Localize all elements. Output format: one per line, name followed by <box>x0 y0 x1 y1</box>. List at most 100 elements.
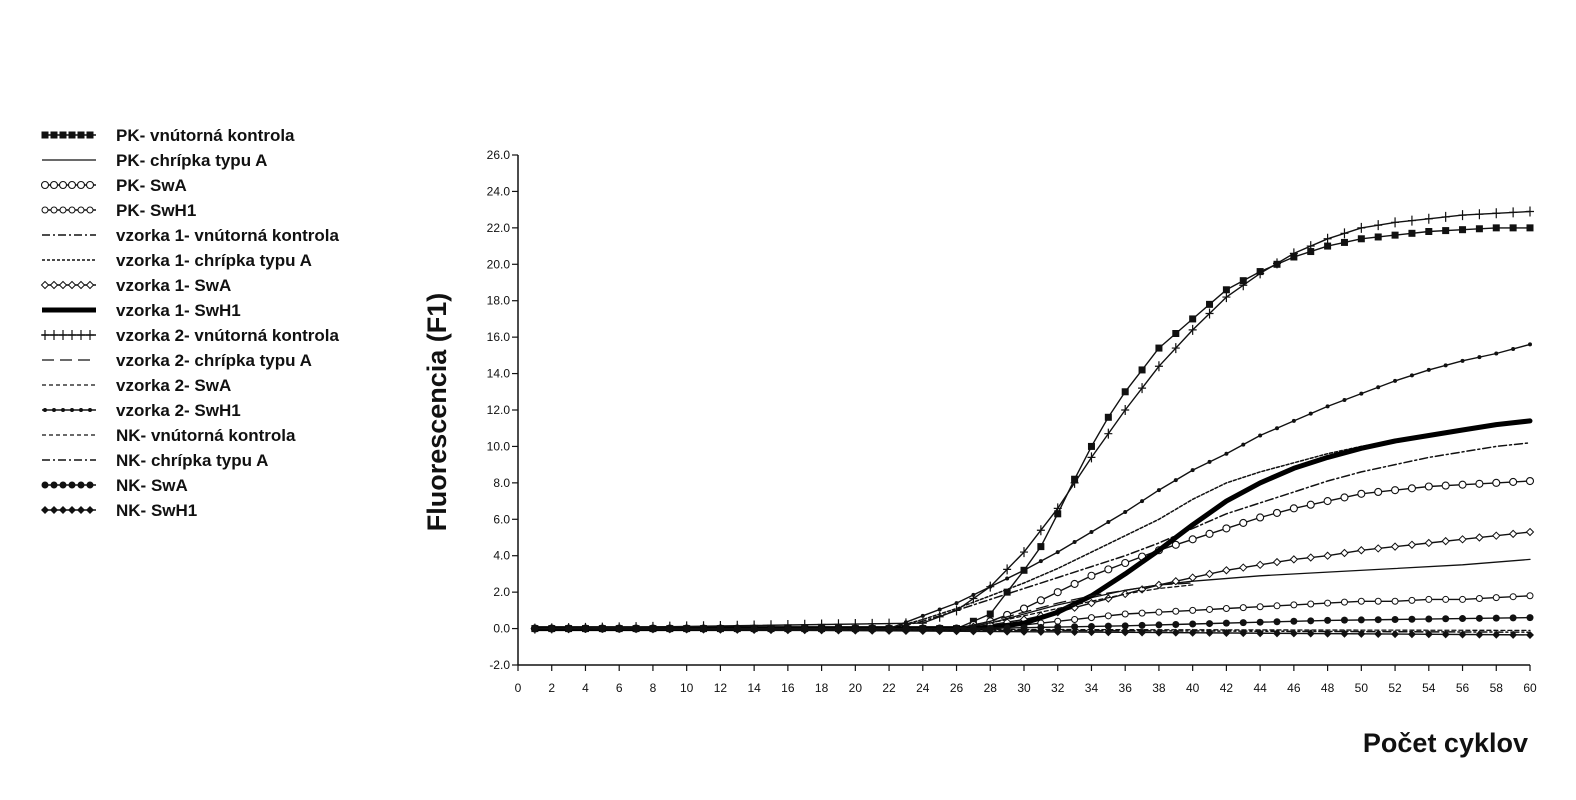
data-point <box>1258 433 1263 438</box>
data-point <box>79 408 83 412</box>
data-point <box>1072 540 1077 545</box>
data-point <box>1325 404 1330 409</box>
data-point <box>834 626 843 635</box>
data-point <box>41 481 49 489</box>
legend-label: vzorka 1- vnútorná kontrola <box>116 226 339 245</box>
data-point <box>1121 622 1129 630</box>
data-point <box>59 131 67 139</box>
data-point <box>1020 627 1028 636</box>
x-tick-label: 52 <box>1388 681 1402 695</box>
data-point <box>1307 600 1315 608</box>
data-point <box>1188 324 1197 335</box>
data-point <box>1442 615 1450 623</box>
data-point <box>1458 480 1467 489</box>
data-point <box>648 625 657 634</box>
data-point <box>1442 227 1450 235</box>
data-point <box>1374 487 1383 497</box>
series-line <box>534 627 1531 632</box>
data-point <box>1357 597 1365 605</box>
data-point <box>920 613 925 618</box>
data-point <box>1425 595 1433 603</box>
data-point <box>1138 366 1146 374</box>
legend-label: vzorka 1- chrípka typu A <box>116 251 312 270</box>
data-point <box>1104 628 1113 637</box>
x-tick-label: 18 <box>815 681 829 695</box>
data-point <box>1087 628 1096 637</box>
data-point <box>1104 413 1112 421</box>
data-point <box>1391 231 1399 239</box>
data-point <box>1289 504 1298 513</box>
data-point <box>40 280 50 290</box>
data-point <box>1222 292 1231 303</box>
y-tick-label: 26.0 <box>487 148 511 162</box>
data-point <box>918 627 927 636</box>
series-16 <box>530 624 1534 639</box>
legend-label: PK- chrípka typu A <box>116 151 267 170</box>
legend-label: vzorka 1- SwH1 <box>116 301 241 320</box>
data-point <box>598 625 607 634</box>
data-point <box>1425 228 1433 235</box>
y-tick-label: -2.0 <box>489 658 510 672</box>
data-point <box>1222 524 1231 533</box>
legend-item: PK- SwA <box>40 176 187 195</box>
data-point <box>1475 209 1484 220</box>
data-point <box>1087 622 1095 630</box>
data-point <box>1475 225 1483 233</box>
x-tick-label: 50 <box>1355 681 1369 695</box>
legend-label: vzorka 2- chrípka typu A <box>116 351 312 370</box>
data-point <box>1374 629 1383 638</box>
data-point <box>1156 488 1161 493</box>
data-point <box>1407 215 1416 226</box>
data-point <box>817 626 826 635</box>
data-point <box>59 481 67 489</box>
y-axis-label: Fluorescencia (F1) <box>422 293 452 532</box>
data-point <box>767 626 775 635</box>
data-point <box>547 624 556 633</box>
data-point <box>1120 589 1130 599</box>
data-point <box>1424 630 1433 639</box>
data-point <box>1492 208 1501 219</box>
legend-label: PK- vnútorná kontrola <box>116 126 295 145</box>
data-point <box>1407 630 1416 639</box>
data-point <box>1173 478 1178 483</box>
legend: PK- vnútorná kontrola PK- chrípka typu A P… <box>40 126 339 520</box>
data-point <box>1189 620 1197 628</box>
legend-item: vzorka 1- SwA <box>40 276 231 295</box>
data-point <box>1289 555 1299 564</box>
data-point <box>1509 614 1517 622</box>
data-point <box>1441 211 1450 222</box>
data-point <box>1222 566 1231 575</box>
legend-label: NK- chrípka typu A <box>116 451 268 470</box>
data-point <box>1155 608 1163 616</box>
data-point <box>986 610 994 618</box>
data-point <box>954 601 959 606</box>
data-point <box>1205 529 1214 538</box>
data-point <box>1138 628 1147 637</box>
data-point <box>530 624 539 633</box>
data-point <box>61 408 65 412</box>
data-point <box>1324 599 1332 607</box>
data-point <box>43 408 47 412</box>
x-tick-label: 36 <box>1119 681 1133 695</box>
data-point <box>1155 621 1163 629</box>
data-point <box>564 624 573 633</box>
data-point <box>901 626 910 635</box>
x-tick-label: 14 <box>747 681 761 695</box>
data-point <box>1374 233 1382 241</box>
data-point <box>1172 607 1180 615</box>
data-point <box>50 131 58 139</box>
data-point <box>1154 628 1163 637</box>
data-point <box>1087 571 1096 580</box>
data-point <box>1526 614 1534 622</box>
x-tick-label: 58 <box>1490 681 1504 695</box>
data-point <box>50 506 58 514</box>
legend-label: PK- SwH1 <box>116 201 196 220</box>
data-point <box>1053 627 1062 636</box>
data-point <box>1188 573 1197 582</box>
data-point <box>1391 630 1400 639</box>
data-point <box>1494 351 1499 356</box>
data-point <box>1426 367 1431 372</box>
data-point <box>868 626 877 635</box>
data-point <box>1475 479 1484 488</box>
